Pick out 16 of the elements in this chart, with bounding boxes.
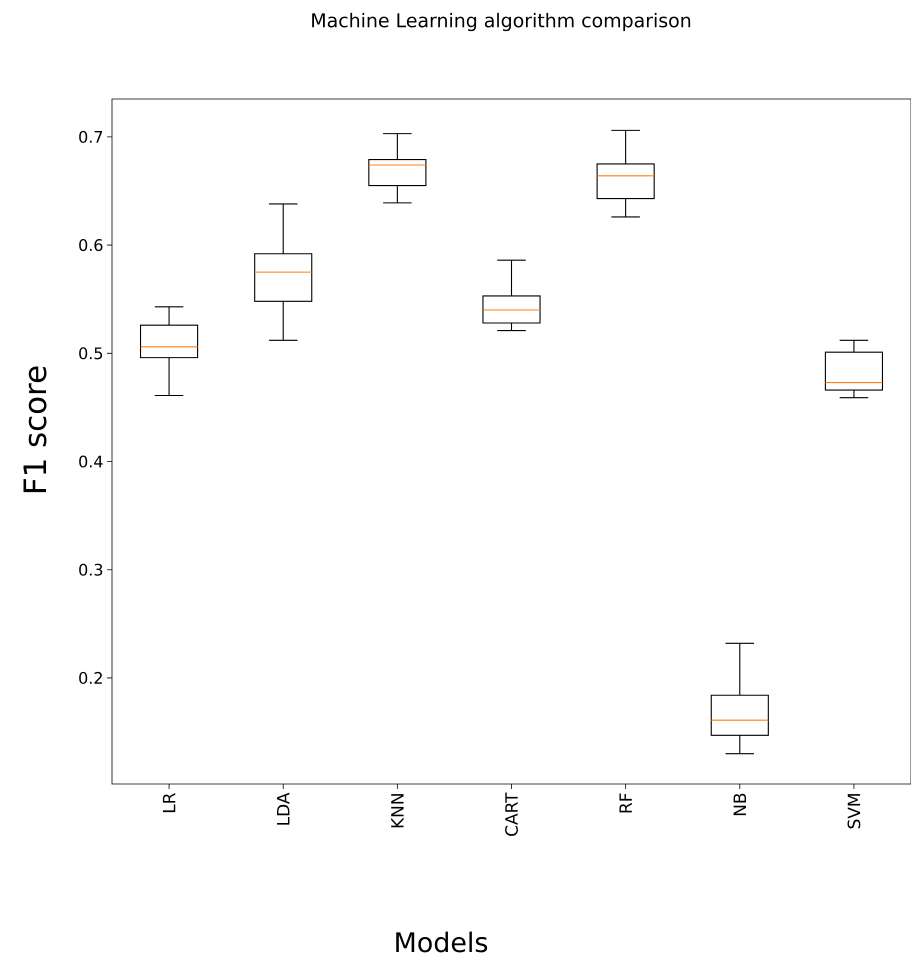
x-tick-label: LR [162, 793, 176, 812]
y-tick-label: 0.5 [78, 347, 102, 360]
y-tick-label: 0.7 [78, 130, 102, 143]
x-tick-label: RF [619, 793, 632, 812]
x-axis-title: Models [396, 932, 487, 952]
y-tick-label: 0.6 [78, 239, 102, 252]
y-axis-title: F1 score [23, 366, 46, 492]
y-tick-label: 0.2 [78, 672, 102, 684]
x-tick-label: SVM [847, 794, 860, 828]
x-tick-label: KNN [391, 794, 404, 828]
y-tick-label: 0.3 [78, 564, 102, 576]
x-tick-label: LDA [276, 792, 290, 825]
chart-title: Machine Learning algorithm comparison [312, 12, 690, 32]
x-tick-label: NB [733, 794, 746, 816]
y-tick-label: 0.4 [78, 455, 102, 468]
x-tick-label: CART [504, 792, 518, 836]
